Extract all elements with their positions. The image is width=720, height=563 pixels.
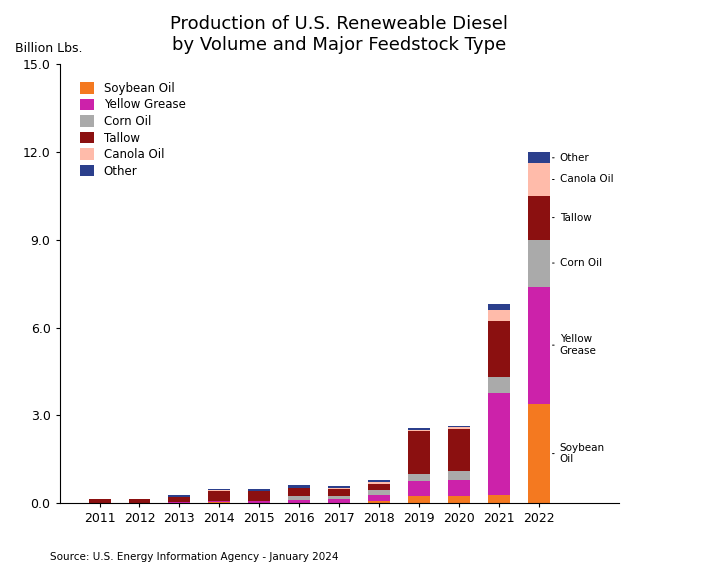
Text: Yellow
Grease: Yellow Grease: [552, 334, 597, 356]
Bar: [488, 392, 510, 495]
Bar: [168, 502, 190, 503]
Bar: [208, 490, 230, 491]
Bar: [488, 310, 510, 321]
Bar: [488, 321, 510, 377]
Bar: [328, 485, 350, 488]
Bar: [368, 490, 390, 495]
Bar: [488, 495, 510, 503]
Bar: [208, 491, 230, 501]
Bar: [528, 404, 550, 503]
Bar: [448, 426, 470, 427]
Bar: [408, 473, 430, 481]
Bar: [368, 501, 390, 503]
Bar: [328, 499, 350, 503]
Bar: [528, 287, 550, 404]
Text: Billion Lbs.: Billion Lbs.: [15, 42, 82, 55]
Bar: [408, 481, 430, 496]
Bar: [368, 484, 390, 490]
Bar: [248, 502, 270, 503]
Bar: [288, 497, 310, 500]
Text: Soybean
Oil: Soybean Oil: [552, 443, 605, 464]
Legend: Soybean Oil, Yellow Grease, Corn Oil, Tallow, Canola Oil, Other: Soybean Oil, Yellow Grease, Corn Oil, Ta…: [77, 78, 189, 181]
Bar: [448, 428, 470, 471]
Bar: [328, 496, 350, 499]
Bar: [288, 488, 310, 497]
Bar: [368, 480, 390, 482]
Bar: [408, 430, 430, 431]
Bar: [368, 495, 390, 501]
Bar: [168, 495, 190, 497]
Bar: [528, 163, 550, 195]
Bar: [528, 240, 550, 287]
Text: Tallow: Tallow: [552, 213, 591, 222]
Bar: [408, 431, 430, 473]
Bar: [328, 489, 350, 496]
Bar: [208, 502, 230, 503]
Text: Other: Other: [552, 153, 590, 163]
Bar: [288, 500, 310, 503]
Bar: [248, 490, 270, 491]
Bar: [408, 428, 430, 430]
Bar: [248, 489, 270, 490]
Bar: [488, 305, 510, 310]
Text: Source: U.S. Energy Information Agency - January 2024: Source: U.S. Energy Information Agency -…: [50, 552, 339, 562]
Text: Corn Oil: Corn Oil: [552, 258, 602, 268]
Text: Canola Oil: Canola Oil: [552, 175, 613, 185]
Bar: [128, 499, 150, 503]
Bar: [448, 427, 470, 428]
Bar: [89, 499, 111, 503]
Bar: [208, 489, 230, 490]
Bar: [528, 152, 550, 163]
Bar: [448, 496, 470, 503]
Title: Production of U.S. Reneweable Diesel
by Volume and Major Feedstock Type: Production of U.S. Reneweable Diesel by …: [170, 15, 508, 54]
Bar: [168, 497, 190, 502]
Bar: [408, 496, 430, 503]
Bar: [208, 501, 230, 502]
Bar: [328, 488, 350, 489]
Bar: [448, 480, 470, 496]
Bar: [528, 195, 550, 240]
Bar: [368, 482, 390, 484]
Bar: [488, 377, 510, 392]
Bar: [288, 485, 310, 488]
Bar: [248, 491, 270, 502]
Bar: [448, 471, 470, 480]
